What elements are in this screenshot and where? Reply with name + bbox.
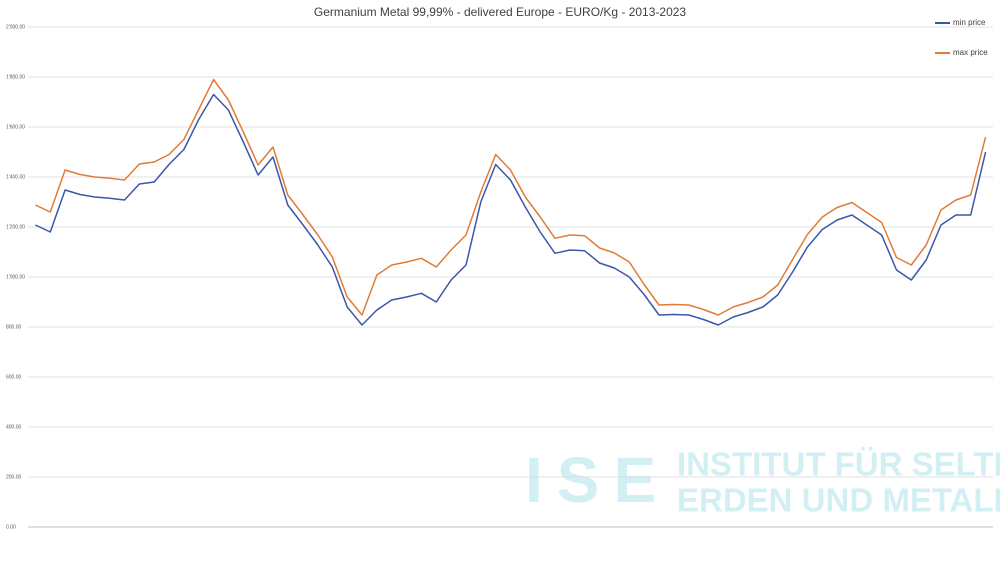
series-line bbox=[35, 93, 987, 326]
y-tick-label: 800.00 bbox=[6, 324, 22, 330]
y-tick-label: 1'400.00 bbox=[6, 174, 25, 180]
y-tick-label: 0.00 bbox=[6, 524, 16, 530]
chart-title: Germanium Metal 99,99% - delivered Europ… bbox=[314, 5, 687, 19]
watermark: ISE INSTITUT FÜR SELTENE ERDEN UND METAL… bbox=[525, 444, 1000, 519]
y-tick-label: 2'000.00 bbox=[6, 24, 25, 30]
y-tick-label: 1'000.00 bbox=[6, 274, 25, 280]
y-tick-label: 1'600.00 bbox=[6, 124, 25, 130]
grid bbox=[28, 26, 993, 528]
y-tick-label: 400.00 bbox=[6, 424, 22, 430]
y-tick-label: 1'800.00 bbox=[6, 74, 25, 80]
watermark-text: INSTITUT FÜR SELTENE bbox=[677, 446, 1000, 483]
legend-label: min price bbox=[953, 18, 986, 27]
watermark-logo: ISE bbox=[525, 444, 670, 516]
series-line bbox=[35, 78, 987, 316]
y-tick-label: 1'200.00 bbox=[6, 224, 25, 230]
y-tick-label: 600.00 bbox=[6, 374, 22, 380]
watermark-text: ERDEN UND METALLE AG bbox=[677, 482, 1000, 519]
legend-label: max price bbox=[953, 48, 988, 57]
y-tick-label: 200.00 bbox=[6, 474, 22, 480]
